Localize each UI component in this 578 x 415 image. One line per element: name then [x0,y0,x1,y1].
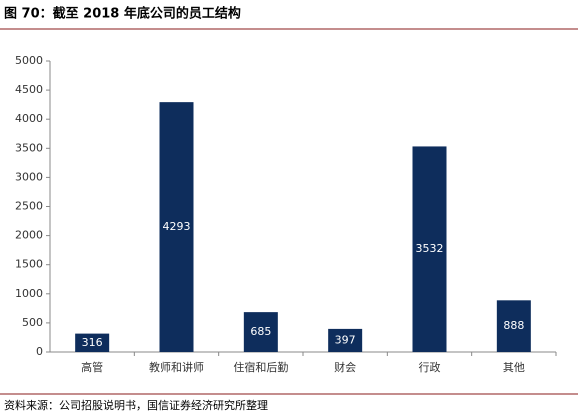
x-tick-label: 行政 [419,360,441,374]
source-note: 资料来源：公司招股说明书，国信证券经济研究所整理 [4,398,268,412]
y-tick-label: 2000 [15,229,43,242]
y-tick-label: 4000 [15,112,43,125]
bar [412,146,447,352]
y-tick-label: 0 [36,345,43,358]
data-label: 888 [503,319,524,332]
y-tick-label: 5000 [15,54,43,67]
x-tick-label: 教师和讲师 [149,360,204,374]
bar [75,333,110,352]
x-tick-label: 住宿和后勤 [233,360,288,374]
x-tick-label: 高管 [81,360,103,374]
data-label: 685 [250,325,271,338]
y-tick-label: 3000 [15,170,43,183]
y-tick-label: 2500 [15,200,43,213]
bar [496,300,531,352]
x-tick-label: 财会 [334,360,356,374]
y-tick-label: 3500 [15,141,43,154]
bar [328,328,363,352]
data-label: 4293 [163,220,191,233]
y-tick-label: 500 [22,316,43,329]
data-label: 316 [82,336,103,349]
bar [243,312,278,352]
x-tick-label: 其他 [503,361,525,374]
chart-title: 图 70：截至 2018 年底公司的员工结构 [4,6,241,22]
data-label: 3532 [416,242,444,255]
bar [159,102,194,352]
y-tick-label: 4500 [15,83,43,96]
y-tick-label: 1500 [15,258,43,271]
y-tick-label: 1000 [15,287,43,300]
data-label: 397 [335,333,356,346]
